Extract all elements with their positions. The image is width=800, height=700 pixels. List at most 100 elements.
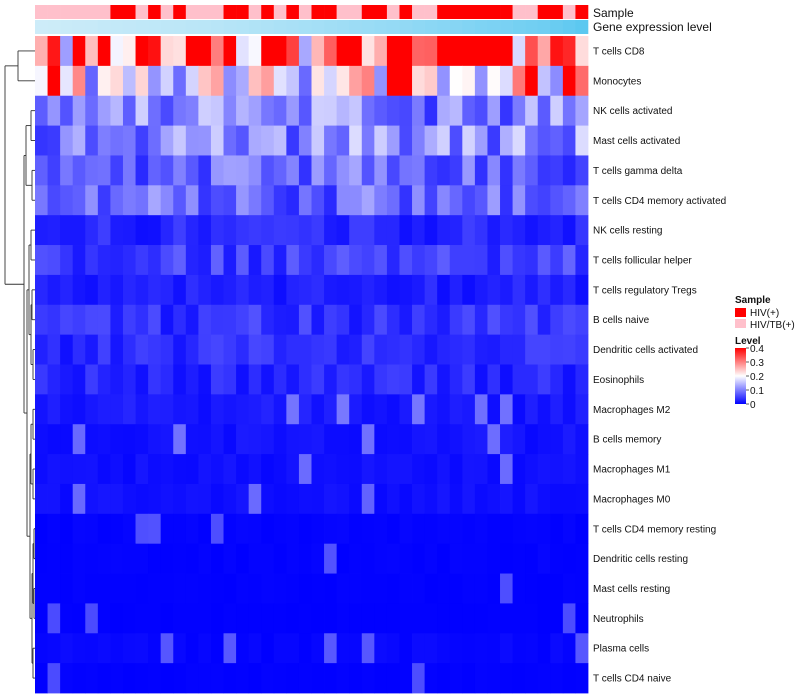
heatmap-cell bbox=[361, 424, 375, 455]
heatmap-cell bbox=[462, 364, 476, 395]
heatmap-cell bbox=[449, 364, 463, 395]
heatmap-cell bbox=[35, 125, 48, 156]
sample-annotation-cell bbox=[248, 5, 262, 19]
heatmap-cell bbox=[122, 603, 136, 634]
heatmap-cell bbox=[500, 573, 513, 604]
heatmap-cell bbox=[273, 454, 287, 485]
heatmap-cell bbox=[399, 663, 413, 694]
sample-annotation-cell bbox=[286, 5, 300, 19]
heatmap-cell bbox=[173, 185, 187, 216]
heatmap-cell bbox=[412, 245, 426, 276]
heatmap-cell bbox=[72, 663, 86, 694]
heatmap-cell bbox=[474, 543, 488, 574]
heatmap-cell bbox=[349, 185, 363, 216]
heatmap-cell bbox=[148, 454, 162, 485]
heatmap-cell bbox=[185, 215, 199, 246]
heatmap-cell bbox=[72, 155, 86, 186]
heatmap-cell bbox=[336, 573, 350, 604]
heatmap-cell bbox=[198, 245, 212, 276]
heatmap-cell bbox=[336, 65, 350, 97]
heatmap-cell bbox=[537, 633, 551, 664]
heatmap-cell bbox=[349, 394, 363, 425]
heatmap-cell bbox=[273, 36, 287, 67]
heatmap-cell bbox=[60, 603, 74, 634]
heatmap-cell bbox=[223, 274, 237, 306]
legend-swatch-hiv bbox=[735, 308, 746, 317]
heatmap-cell bbox=[550, 125, 564, 156]
heatmap-cell bbox=[361, 663, 375, 694]
expression-annotation-cell bbox=[72, 20, 86, 34]
heatmap-cell bbox=[85, 424, 99, 455]
sample-annotation-cell bbox=[500, 5, 513, 19]
heatmap-cell bbox=[512, 394, 526, 425]
heatmap-cell bbox=[60, 274, 74, 306]
heatmap-cell bbox=[173, 394, 187, 425]
heatmap-cell bbox=[185, 334, 199, 365]
expression-annotation-cell bbox=[349, 20, 363, 34]
expression-annotation-cell bbox=[286, 20, 300, 34]
heatmap-cell bbox=[72, 245, 86, 276]
expression-annotation-cell bbox=[261, 20, 275, 34]
heatmap-cell bbox=[35, 394, 48, 425]
heatmap-cell bbox=[449, 454, 463, 485]
heatmap-cell bbox=[35, 185, 48, 216]
heatmap-cell bbox=[148, 95, 162, 126]
heatmap-cell bbox=[500, 483, 513, 515]
heatmap-cell bbox=[386, 274, 400, 306]
heatmap-cell bbox=[562, 424, 576, 455]
row-label: Macrophages M1 bbox=[593, 465, 671, 476]
heatmap-cell bbox=[462, 215, 476, 246]
heatmap-cell bbox=[35, 155, 48, 186]
expression-annotation-cell bbox=[474, 20, 488, 34]
heatmap-cell bbox=[248, 215, 262, 246]
heatmap-cell bbox=[575, 424, 589, 455]
heatmap-cell bbox=[298, 394, 312, 425]
expression-annotation-cell bbox=[185, 20, 199, 34]
heatmap-cell bbox=[412, 185, 426, 216]
expression-annotation-cell bbox=[110, 20, 124, 34]
heatmap-cell bbox=[135, 245, 149, 276]
heatmap-cell bbox=[336, 155, 350, 186]
heatmap-cell bbox=[248, 663, 262, 694]
heatmap-cell bbox=[525, 573, 539, 604]
heatmap-cell bbox=[399, 543, 413, 574]
heatmap-cell bbox=[474, 65, 488, 97]
heatmap-cell bbox=[361, 334, 375, 365]
heatmap-cell bbox=[424, 633, 438, 664]
heatmap-cell bbox=[311, 454, 325, 485]
heatmap-cell bbox=[97, 125, 111, 156]
heatmap-cell bbox=[135, 215, 149, 246]
heatmap-cell bbox=[261, 125, 275, 156]
heatmap-cell bbox=[537, 95, 551, 126]
heatmap-cell bbox=[412, 603, 426, 634]
heatmap-cell bbox=[424, 543, 438, 574]
expression-annotation-track bbox=[35, 20, 589, 34]
heatmap-cell bbox=[424, 125, 438, 156]
heatmap-cell bbox=[261, 633, 275, 664]
heatmap-cell bbox=[474, 573, 488, 604]
heatmap-cell bbox=[273, 334, 287, 365]
heatmap-cell bbox=[386, 394, 400, 425]
heatmap-cell bbox=[386, 245, 400, 276]
heatmap-cell bbox=[525, 36, 539, 67]
heatmap-cell bbox=[110, 603, 124, 634]
heatmap-cell bbox=[185, 573, 199, 604]
heatmap-cell bbox=[550, 185, 564, 216]
heatmap-cell bbox=[525, 454, 539, 485]
heatmap-cell bbox=[412, 304, 426, 336]
heatmap-cell bbox=[173, 155, 187, 186]
heatmap-cell bbox=[311, 155, 325, 186]
heatmap-cell bbox=[562, 274, 576, 306]
heatmap-cell bbox=[223, 185, 237, 216]
heatmap-cell bbox=[512, 513, 526, 545]
heatmap-cell bbox=[487, 65, 501, 97]
heatmap-cell bbox=[449, 424, 463, 455]
heatmap-cell bbox=[85, 125, 99, 156]
heatmap-cell bbox=[399, 36, 413, 67]
heatmap-cell bbox=[273, 603, 287, 634]
heatmap-cell bbox=[349, 274, 363, 306]
heatmap-cell bbox=[198, 215, 212, 246]
heatmap-cell bbox=[210, 36, 224, 67]
heatmap-cell bbox=[60, 36, 74, 67]
heatmap-cell bbox=[361, 603, 375, 634]
